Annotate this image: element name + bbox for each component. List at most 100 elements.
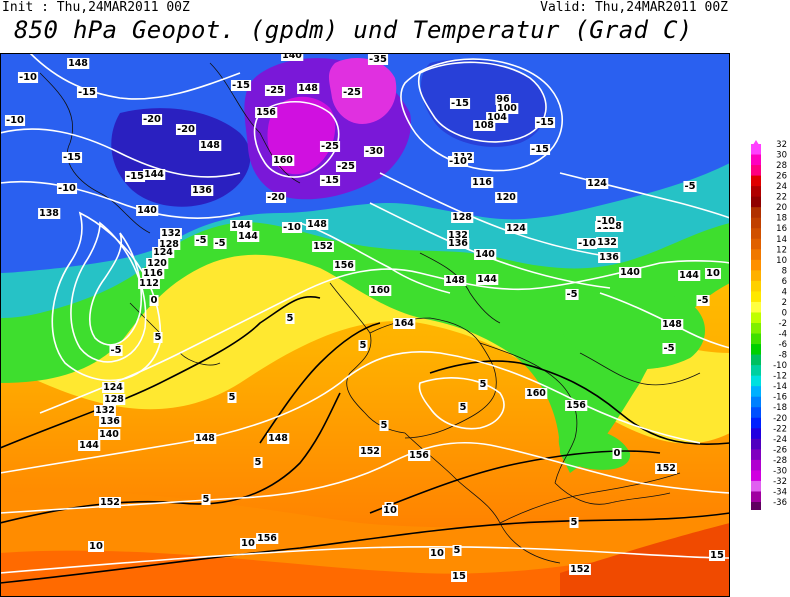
geopotential-label: 96: [496, 94, 510, 105]
colorbar-swatch: [751, 249, 761, 261]
temperature-label: -15: [63, 152, 81, 163]
temperature-colorbar: 32302826242220181614121086420-2-4-6-8-10…: [751, 140, 787, 510]
geopotential-label: 116: [472, 177, 492, 188]
temperature-label: -10: [283, 222, 301, 233]
colorbar-tick-label: 10: [776, 256, 787, 266]
temperature-label-box: [175, 124, 197, 135]
colorbar-tick-label: 32: [776, 140, 787, 150]
geopotential-label-box: [138, 278, 160, 289]
geopotential-label-box: [256, 533, 279, 544]
geopotential-label: 116: [143, 268, 163, 279]
geopotential-label-box: [103, 394, 126, 405]
colorbar-swatch: [751, 186, 761, 198]
temperature-label: 5: [480, 379, 487, 390]
temperature-label: 5: [454, 545, 461, 556]
geopotential-label-box: [99, 416, 122, 427]
geopotential-label-box: [476, 274, 499, 285]
temperature-label-box: [478, 379, 488, 390]
geopotential-label-box: [297, 83, 320, 94]
temperature-label-box: [569, 517, 579, 528]
colorbar-swatch: [751, 217, 761, 229]
geopotential-label: 160: [370, 285, 390, 296]
temperature-label-box: [529, 144, 551, 155]
temperature-label: -15: [78, 87, 96, 98]
geopotential-label-box: [619, 267, 642, 278]
colorbar-tick-label: 16: [776, 224, 787, 234]
colorbar-swatch: [751, 354, 761, 366]
temperature-label-box: [141, 114, 163, 125]
geopotential-label-box: [281, 53, 304, 61]
geopotential-label: 124: [506, 223, 526, 234]
temperature-label-box: [705, 268, 721, 279]
geopotential-label: 156: [256, 107, 276, 118]
colorbar-tick-label: -4: [779, 330, 787, 340]
geopotential-label: 144: [477, 274, 497, 285]
colorbar-swatches: [751, 140, 761, 510]
geopotential-label: 132: [95, 405, 115, 416]
geopotential-label: 148: [68, 58, 88, 69]
geopotential-label-box: [661, 319, 684, 330]
temperature-label-box: [201, 494, 211, 505]
temperature-label: 5: [255, 457, 262, 468]
geopotential-label-box: [678, 270, 701, 281]
temperature-label-box: [458, 402, 468, 413]
temperature-label-box: [88, 541, 104, 552]
temperature-label-box: [709, 550, 725, 561]
temperature-label: -20: [267, 192, 285, 203]
colorbar-arrow-bottom: [751, 506, 761, 510]
temperature-label: 5: [460, 402, 467, 413]
temperature-label: -5: [110, 345, 121, 356]
colorbar-tick-label: 14: [776, 235, 787, 245]
colorbar-swatch: [751, 407, 761, 419]
geopotential-label: 156: [409, 450, 429, 461]
geopotential-label-box: [598, 252, 621, 263]
colorbar-swatch: [751, 270, 761, 282]
colorbar-tick-label: 24: [776, 182, 787, 192]
colorbar-swatch: [751, 228, 761, 240]
geopotential-label-box: [565, 400, 588, 411]
geopotential-label: 132: [597, 237, 617, 248]
temperature-label: -15: [126, 171, 144, 182]
colorbar-swatch: [751, 480, 761, 492]
temperature-label: -5: [566, 289, 577, 300]
geopotential-label-box: [486, 112, 509, 123]
colorbar-tick-label: 18: [776, 214, 787, 224]
temperature-label-box: [265, 192, 287, 203]
geopotential-label: 128: [159, 239, 179, 250]
geopotential-label: 160: [273, 155, 293, 166]
colorbar-swatch: [751, 238, 761, 250]
colorbar-swatch: [751, 417, 761, 429]
temperature-label: -25: [337, 161, 355, 172]
temperature-label-box: [449, 98, 471, 109]
temperature-label-box: [358, 340, 368, 351]
geopotential-label-box: [136, 205, 159, 216]
colorbar-tick-label: -18: [773, 403, 787, 413]
geopotential-label: 156: [257, 533, 277, 544]
geopotential-label-box: [505, 223, 528, 234]
colorbar-tick-label: 20: [776, 203, 787, 213]
temperature-label: 5: [360, 340, 367, 351]
geopotential-label: 144: [679, 270, 699, 281]
temperature-label: 10: [430, 548, 444, 559]
geopotential-label-box: [199, 140, 222, 151]
geopotential-label-box: [596, 237, 618, 248]
header: Init : Thu,24MAR2011 00Z Valid: Thu,24MA…: [0, 0, 790, 52]
temperature-label: -5: [214, 238, 225, 249]
temperature-label: 10: [89, 541, 103, 552]
temperature-label-box: [335, 161, 357, 172]
colorbar-tick-label: 8: [782, 266, 787, 276]
geopotential-label-box: [444, 275, 467, 286]
colorbar-tick-label: -32: [773, 477, 787, 487]
temperature-label: 5: [571, 517, 578, 528]
temperature-label-box: [281, 222, 303, 233]
geopotential-label: 148: [195, 433, 215, 444]
temperature-label-box: [612, 448, 622, 459]
temperature-label-box: [662, 343, 676, 354]
colorbar-tick-label: -26: [773, 445, 787, 455]
temperature-label: -5: [663, 343, 674, 354]
geopotential-label: 140: [282, 53, 302, 61]
geopotential-label-box: [495, 192, 518, 203]
colorbar-swatch: [751, 428, 761, 440]
colorbar-swatch: [751, 196, 761, 208]
colorbar-tick-label: 12: [776, 245, 787, 255]
